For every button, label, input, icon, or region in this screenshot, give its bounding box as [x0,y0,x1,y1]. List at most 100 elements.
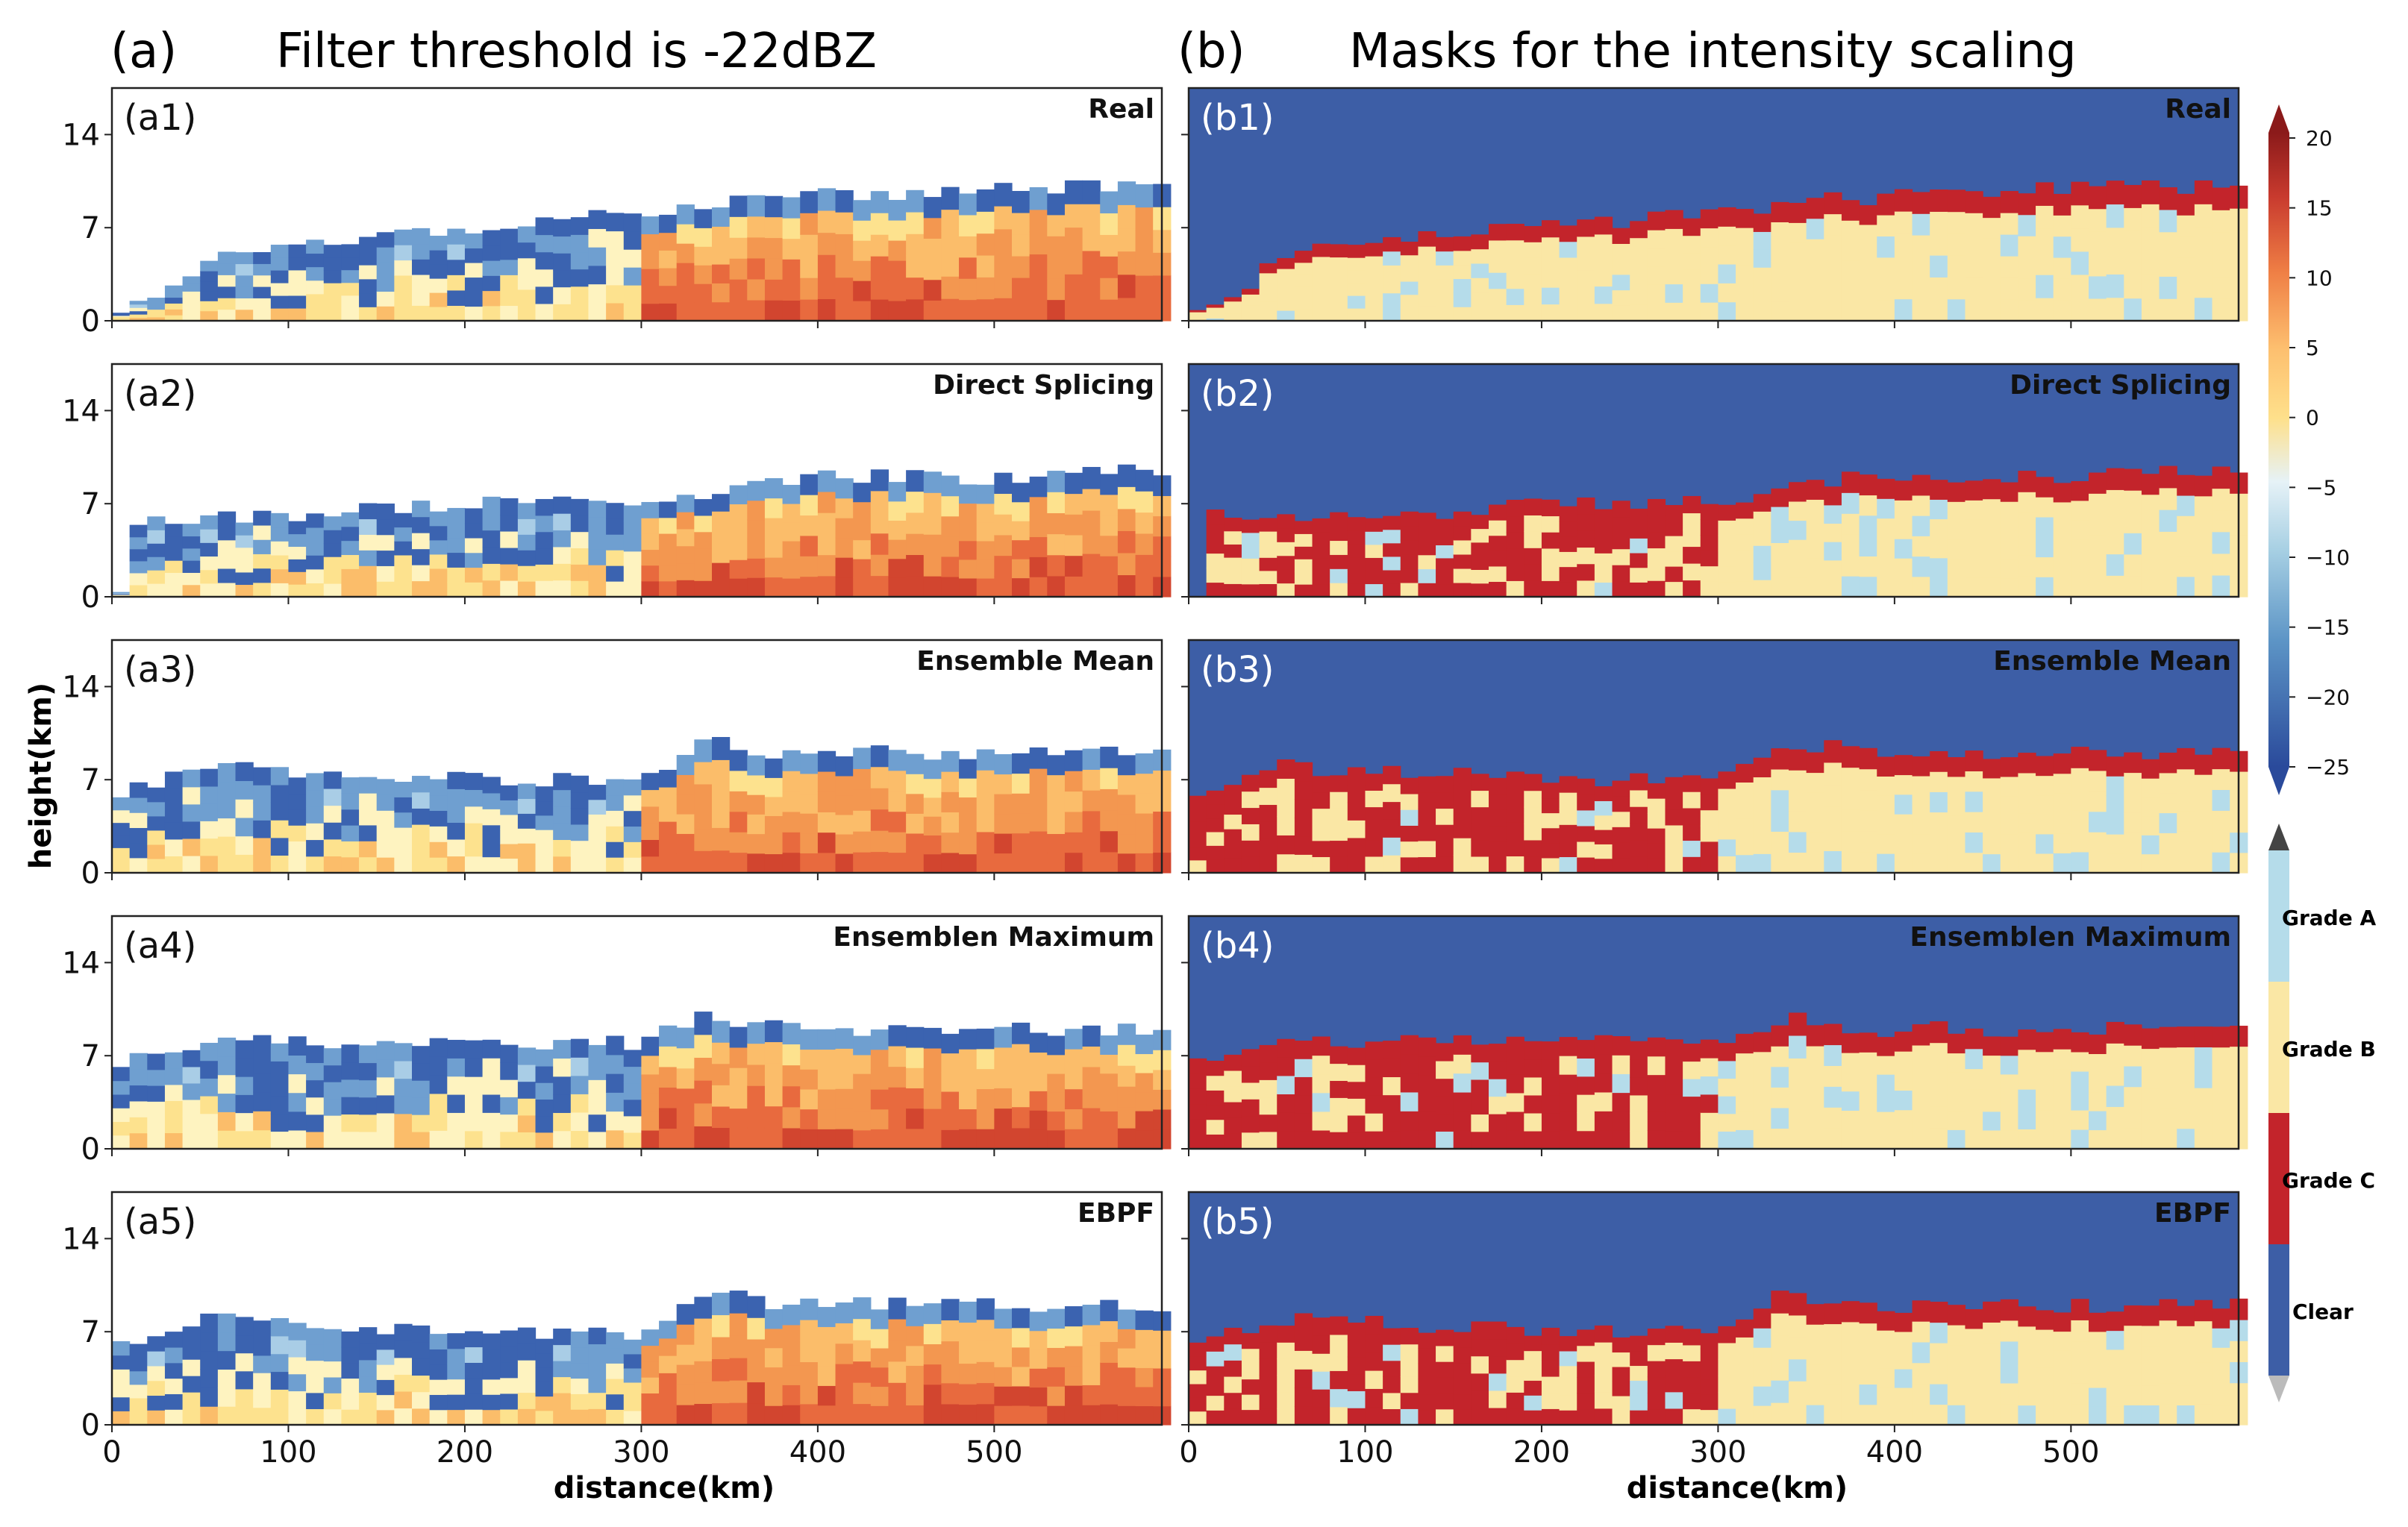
panel-b2-cell [1718,581,1736,598]
panel-a5-cell [535,1382,554,1397]
panel-b1-cell [1294,309,1313,322]
panel-b3-cell [1612,796,1630,812]
panel-b5-cell [1736,1337,1754,1355]
panel-b4-cell [1224,1085,1242,1103]
panel-a4-cell [764,1041,784,1064]
panel-b2-cell [1224,557,1242,571]
panel-a4-cell [288,1129,307,1150]
panel-b1-cell [1877,193,1895,216]
panel-a2-cell [641,580,660,598]
panel-a5-cell [782,1364,801,1385]
panel-b4-cell [1436,1096,1454,1114]
panel-a4-cell [1064,1068,1083,1090]
panel-a4-cell [870,1109,889,1129]
panel-b5-cell [1594,1358,1613,1376]
panel-b1-cell [1541,287,1560,305]
panel-b2-cell [2141,474,2160,495]
panel-a5-cell [606,1363,625,1379]
panel-a4-cell [888,1087,907,1109]
panel-b2-cell [1930,518,1948,539]
panel-a2-cell [782,521,801,542]
panel-a5-cell [306,1343,325,1361]
panel-b1-cell [1736,228,1754,247]
panel-a1-cell [923,300,942,322]
panel-b4-cell [1559,1111,1577,1131]
panel-b4-cell [1859,1091,1877,1111]
panel-a4-cell [464,1040,484,1059]
panel-a1-cell [235,298,254,310]
panel-b2-cell [1912,536,1930,557]
colorbar-tick-label: −5 [2306,475,2336,500]
panel-a2-cell [994,472,1013,495]
panel-b5-cell [1577,1345,1595,1362]
panel-b3-cell [1559,776,1577,793]
panel-b1-cell [1312,256,1330,270]
panel-a1-cell [1100,213,1119,235]
panel-a3-cell [359,856,378,874]
panel-a2-cell [288,559,307,572]
panel-b5-cell [1665,1375,1683,1393]
panel-b5-cell [1912,1404,1930,1426]
panel-b2-cell [1841,534,1860,556]
panel-a2-cell [412,565,431,582]
panel-b2-cell [1965,539,1983,559]
panel-b5-cell [1330,1406,1348,1426]
panel-b1-cell [1894,211,1913,234]
panel-a2-cell [517,534,537,551]
panel-a3-cell [764,834,784,855]
panel-a2-cell [1012,521,1031,541]
panel-a4-cell [1117,1023,1136,1045]
panel-b2-cell [1400,582,1419,598]
panel-b5-cell [1841,1404,1860,1426]
panel-b3-cell [1894,755,1913,776]
panel-b1-cell [2036,205,2054,229]
panel-a4-cell [1029,1052,1048,1072]
panel-b2-cell [1718,551,1736,567]
panel-b4-cell [1983,1129,2001,1150]
panel-a4-cell [129,1085,148,1102]
panel-a3-cell [729,770,748,791]
panel-a4-cell [923,1027,942,1049]
panel-a2-cell [676,528,695,547]
panel-a4-cell [853,1035,872,1056]
panel-a2-cell [623,551,642,567]
panel-a5-cell [1135,1367,1154,1388]
panel-a5-name: EBPF [1078,1198,1154,1229]
panel-b5-cell [2159,1403,2177,1426]
panel-a4-cell [747,1043,766,1065]
panel-b1-cell [1806,259,1824,280]
panel-b3-cell [1912,833,1930,854]
panel-a4-frame [110,915,1163,1150]
panel-b1-cell [1877,257,1895,279]
panel-b4-cell [1912,1024,1930,1046]
panel-b4-cell [1665,1094,1683,1113]
panel-a2-cell [253,554,272,569]
panel-b2-cell [2089,555,2107,577]
panel-b3-cell [2194,853,2213,874]
panel-a3-cell [500,843,519,859]
panel-a2-name: Direct Splicing [933,370,1154,401]
panel-a1-cell [217,309,237,322]
panel-a4-cell [641,1055,660,1075]
panel-b5-cell [2124,1305,2142,1326]
panel-a5-cell [253,1338,272,1356]
panel-b3-cell [1753,834,1771,854]
panel-b4-cell [1489,1061,1507,1079]
panel-a1-cell [659,303,678,322]
panel-b2-cell [1736,533,1754,551]
panel-b1-cell [1630,271,1648,289]
panel-a5-cell [729,1358,748,1381]
panel-b1-cell [1771,222,1789,242]
panel-a3-cell [923,835,942,855]
panel-b2-frame [1187,363,2240,598]
panel-b1-cell [2194,250,2213,275]
panel-b3: (b3) Ensemble Mean [1181,639,2248,880]
panel-b4-cell [1824,1044,1842,1066]
panel-a2-cell [253,524,272,540]
panel-b2-cell [2053,539,2071,559]
panel-a5-cell [694,1339,713,1361]
panel-a4-cell [1082,1128,1101,1150]
panel-a4-cell [853,1111,872,1131]
panel-b5-cell [1365,1334,1383,1353]
panel-b3-cell [1789,831,1807,853]
